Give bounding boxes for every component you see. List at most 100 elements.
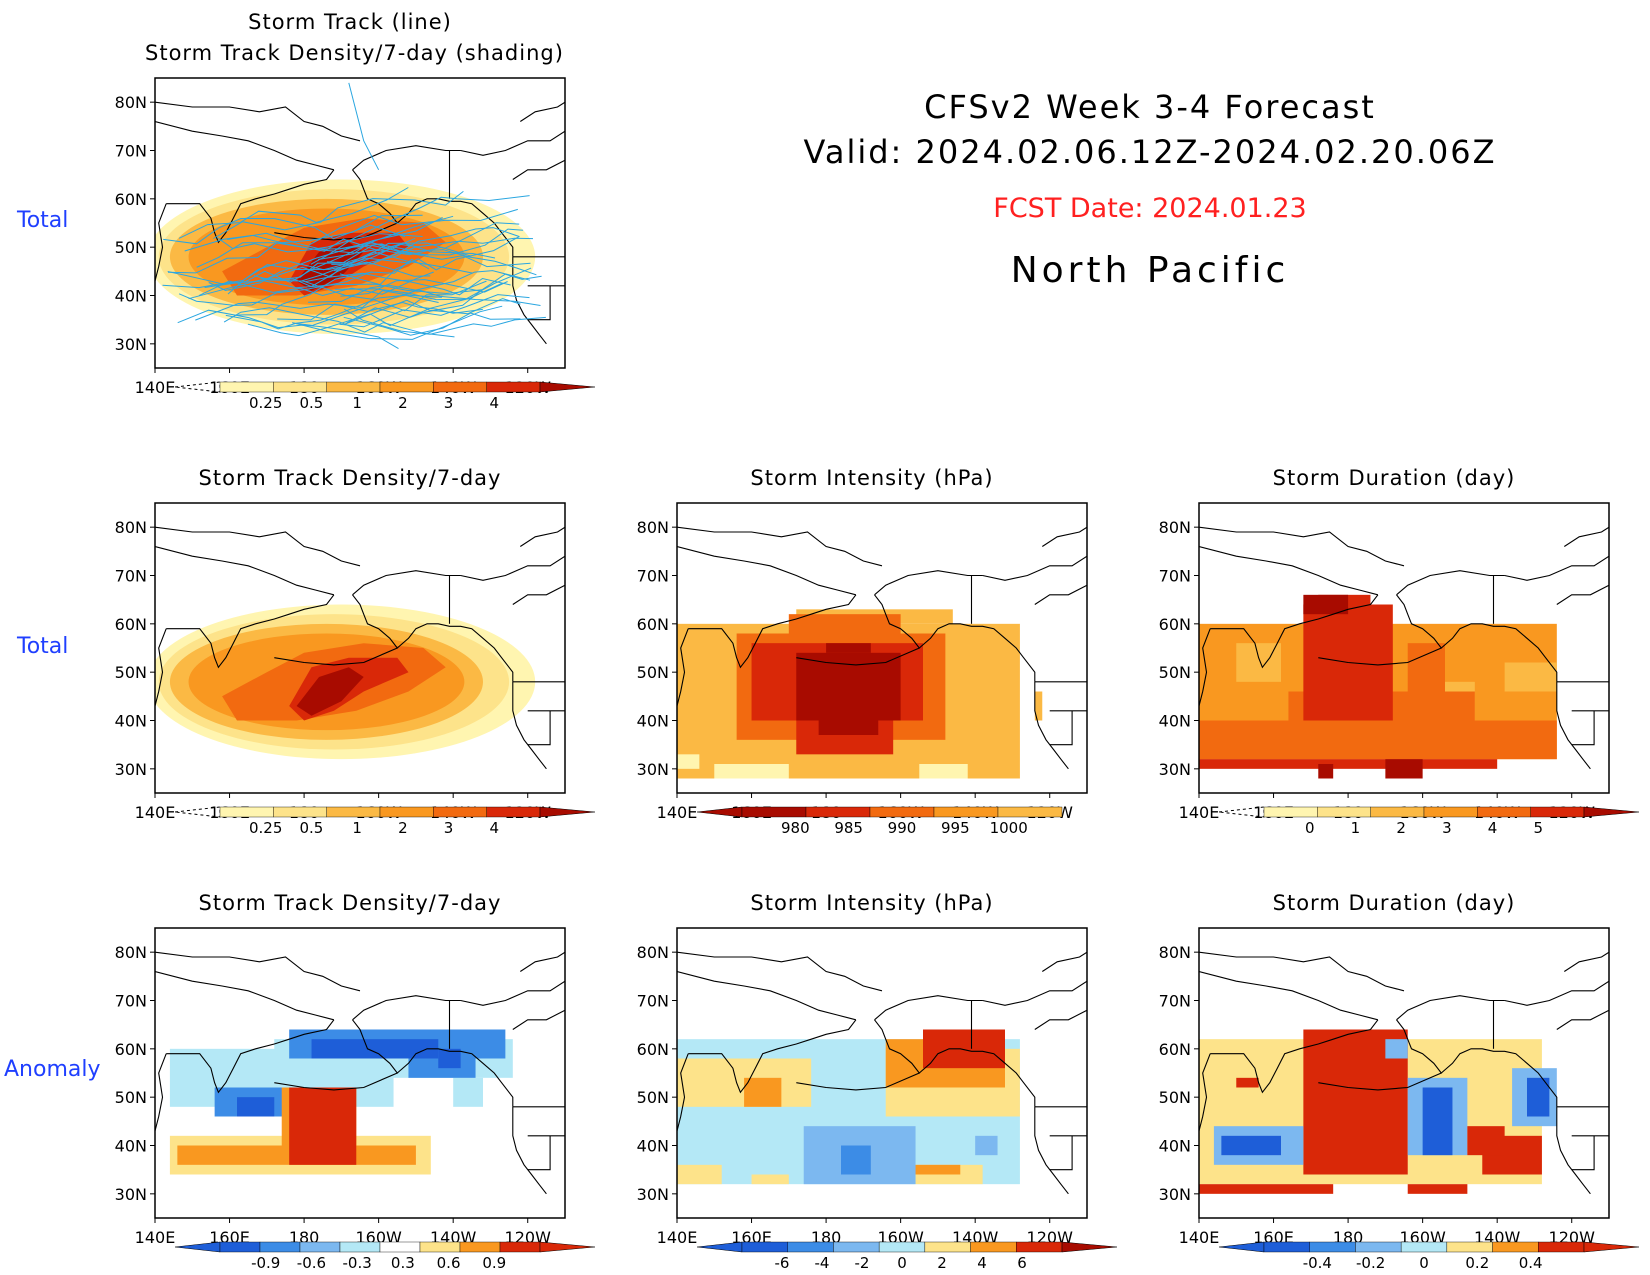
colorbar-segment	[741, 1241, 788, 1253]
map-panel-duration-total: 80N70N60N50N40N30N140E160E180160W140W120…	[1159, 502, 1640, 837]
anomaly-cell	[289, 1087, 357, 1165]
density-shade	[296, 667, 364, 716]
duration-cell	[1199, 759, 1498, 769]
colorbar-label: 2	[1396, 819, 1406, 837]
map-frame	[154, 77, 566, 369]
lat-tick-label: 50N	[1159, 663, 1191, 682]
colorbar-label: -0.9	[251, 1254, 280, 1270]
colorbar-label: 0.25	[249, 394, 282, 412]
lat-tick-label: 80N	[115, 93, 147, 112]
lat-tick-label: 60N	[637, 615, 669, 634]
colorbar-segment	[1016, 1241, 1063, 1253]
colorbar-label: 0.9	[482, 1254, 506, 1270]
colorbar-label: 1	[352, 819, 362, 837]
lat-tick-label: 70N	[1159, 992, 1191, 1011]
lat-tick-label: 60N	[115, 1040, 147, 1059]
colorbar-label: -0.4	[1303, 1254, 1332, 1270]
storm-track	[339, 236, 520, 286]
colorbar-label: 2	[937, 1254, 947, 1270]
storm-track	[265, 279, 487, 312]
colorbar-label: -2	[855, 1254, 870, 1270]
colorbar-segment	[433, 806, 487, 818]
lat-tick-label: 30N	[1159, 1185, 1191, 1204]
storm-track	[331, 227, 520, 265]
lat-tick-label: 70N	[115, 992, 147, 1011]
colorbar-segment	[1538, 1241, 1585, 1253]
colorbar: 0.25 0.5 1 2 3 4	[174, 806, 596, 837]
anomaly-cell	[237, 1097, 275, 1117]
colorbar-label: 2	[398, 394, 408, 412]
colorbar-label: 0.5	[299, 819, 323, 837]
colorbar-label: 0.4	[1519, 1254, 1543, 1270]
anomaly-cell	[1385, 1039, 1408, 1059]
lat-tick-label: 80N	[115, 943, 147, 962]
anomaly-cell	[1199, 1184, 1334, 1194]
storm-track	[162, 257, 411, 289]
storm-track	[227, 261, 431, 295]
colorbar-segment	[273, 806, 327, 818]
lat-tick-label: 80N	[115, 518, 147, 537]
storm-track	[223, 307, 455, 338]
colorbar-label: 990	[888, 819, 917, 837]
colorbar-segment	[1423, 806, 1478, 818]
colorbar: -0.4 -0.2 0 0.2 0.4	[1218, 1241, 1640, 1270]
colorbar-label: 0.2	[1465, 1254, 1489, 1270]
colorbar-segment	[339, 1241, 381, 1253]
lat-tick-label: 60N	[1159, 615, 1191, 634]
storm-track	[204, 215, 454, 288]
storm-track	[340, 279, 508, 297]
map-shading	[1199, 951, 1609, 1195]
storm-track	[346, 273, 542, 324]
map-panel-storm-track-total: 80N70N60N50N40N30N140E160E180160W140W120…	[115, 77, 596, 412]
colorbar-label: 4	[490, 819, 500, 837]
colorbar-label: 2	[398, 819, 408, 837]
colorbar-label: 995	[941, 819, 970, 837]
map-panel-intensity-total: 80N70N60N50N40N30N140E160E180160W140W120…	[637, 502, 1088, 837]
row-label-total: Total	[17, 634, 69, 659]
storm-track	[334, 267, 532, 301]
colorbar-high-extend	[539, 1241, 596, 1253]
colorbar-segment	[459, 1241, 501, 1253]
anomaly-cell	[1467, 1126, 1505, 1156]
lat-tick-label: 60N	[1159, 1040, 1191, 1059]
storm-track	[308, 208, 518, 246]
colorbar-label: -0.2	[1356, 1254, 1385, 1270]
row-label-anomaly: Anomaly	[4, 1057, 101, 1082]
colorbar-segment	[299, 1241, 341, 1253]
colorbar-segment	[1263, 1241, 1310, 1253]
lat-tick-label: 70N	[637, 992, 669, 1011]
storm-track	[344, 298, 521, 325]
lat-tick-label: 70N	[115, 142, 147, 161]
map-frame	[676, 927, 1088, 1219]
colorbar-segment	[1400, 1241, 1448, 1253]
lon-tick-label: 140E	[657, 803, 698, 822]
lon-tick-label: 140E	[135, 378, 176, 397]
colorbar-segment	[1355, 1241, 1402, 1253]
colorbar-segment	[1446, 1241, 1493, 1253]
lat-tick-label: 50N	[1159, 1088, 1191, 1107]
lat-tick-label: 40N	[115, 1137, 147, 1156]
lat-tick-label: 80N	[637, 943, 669, 962]
storm-track	[167, 237, 416, 285]
anomaly-cell	[1422, 1087, 1453, 1156]
colorbar-label: 4	[977, 1254, 987, 1270]
storm-track	[213, 191, 464, 239]
colorbar-segment	[1309, 1241, 1356, 1253]
colorbar-segment	[1317, 806, 1371, 818]
duration-cell	[1385, 759, 1423, 779]
storm-track	[339, 294, 530, 328]
colorbar-segment	[433, 381, 487, 393]
map-shading	[155, 526, 565, 770]
coastline	[155, 101, 565, 345]
colorbar-segment	[833, 1241, 880, 1253]
storm-track	[198, 271, 434, 297]
colorbar-segment	[1477, 806, 1531, 818]
storm-track	[348, 82, 380, 171]
map-shading	[677, 526, 1087, 779]
map-frame	[1198, 502, 1610, 794]
colorbar-low-extend	[1218, 1241, 1265, 1253]
lat-tick-label: 60N	[637, 1040, 669, 1059]
lat-tick-label: 30N	[1159, 760, 1191, 779]
